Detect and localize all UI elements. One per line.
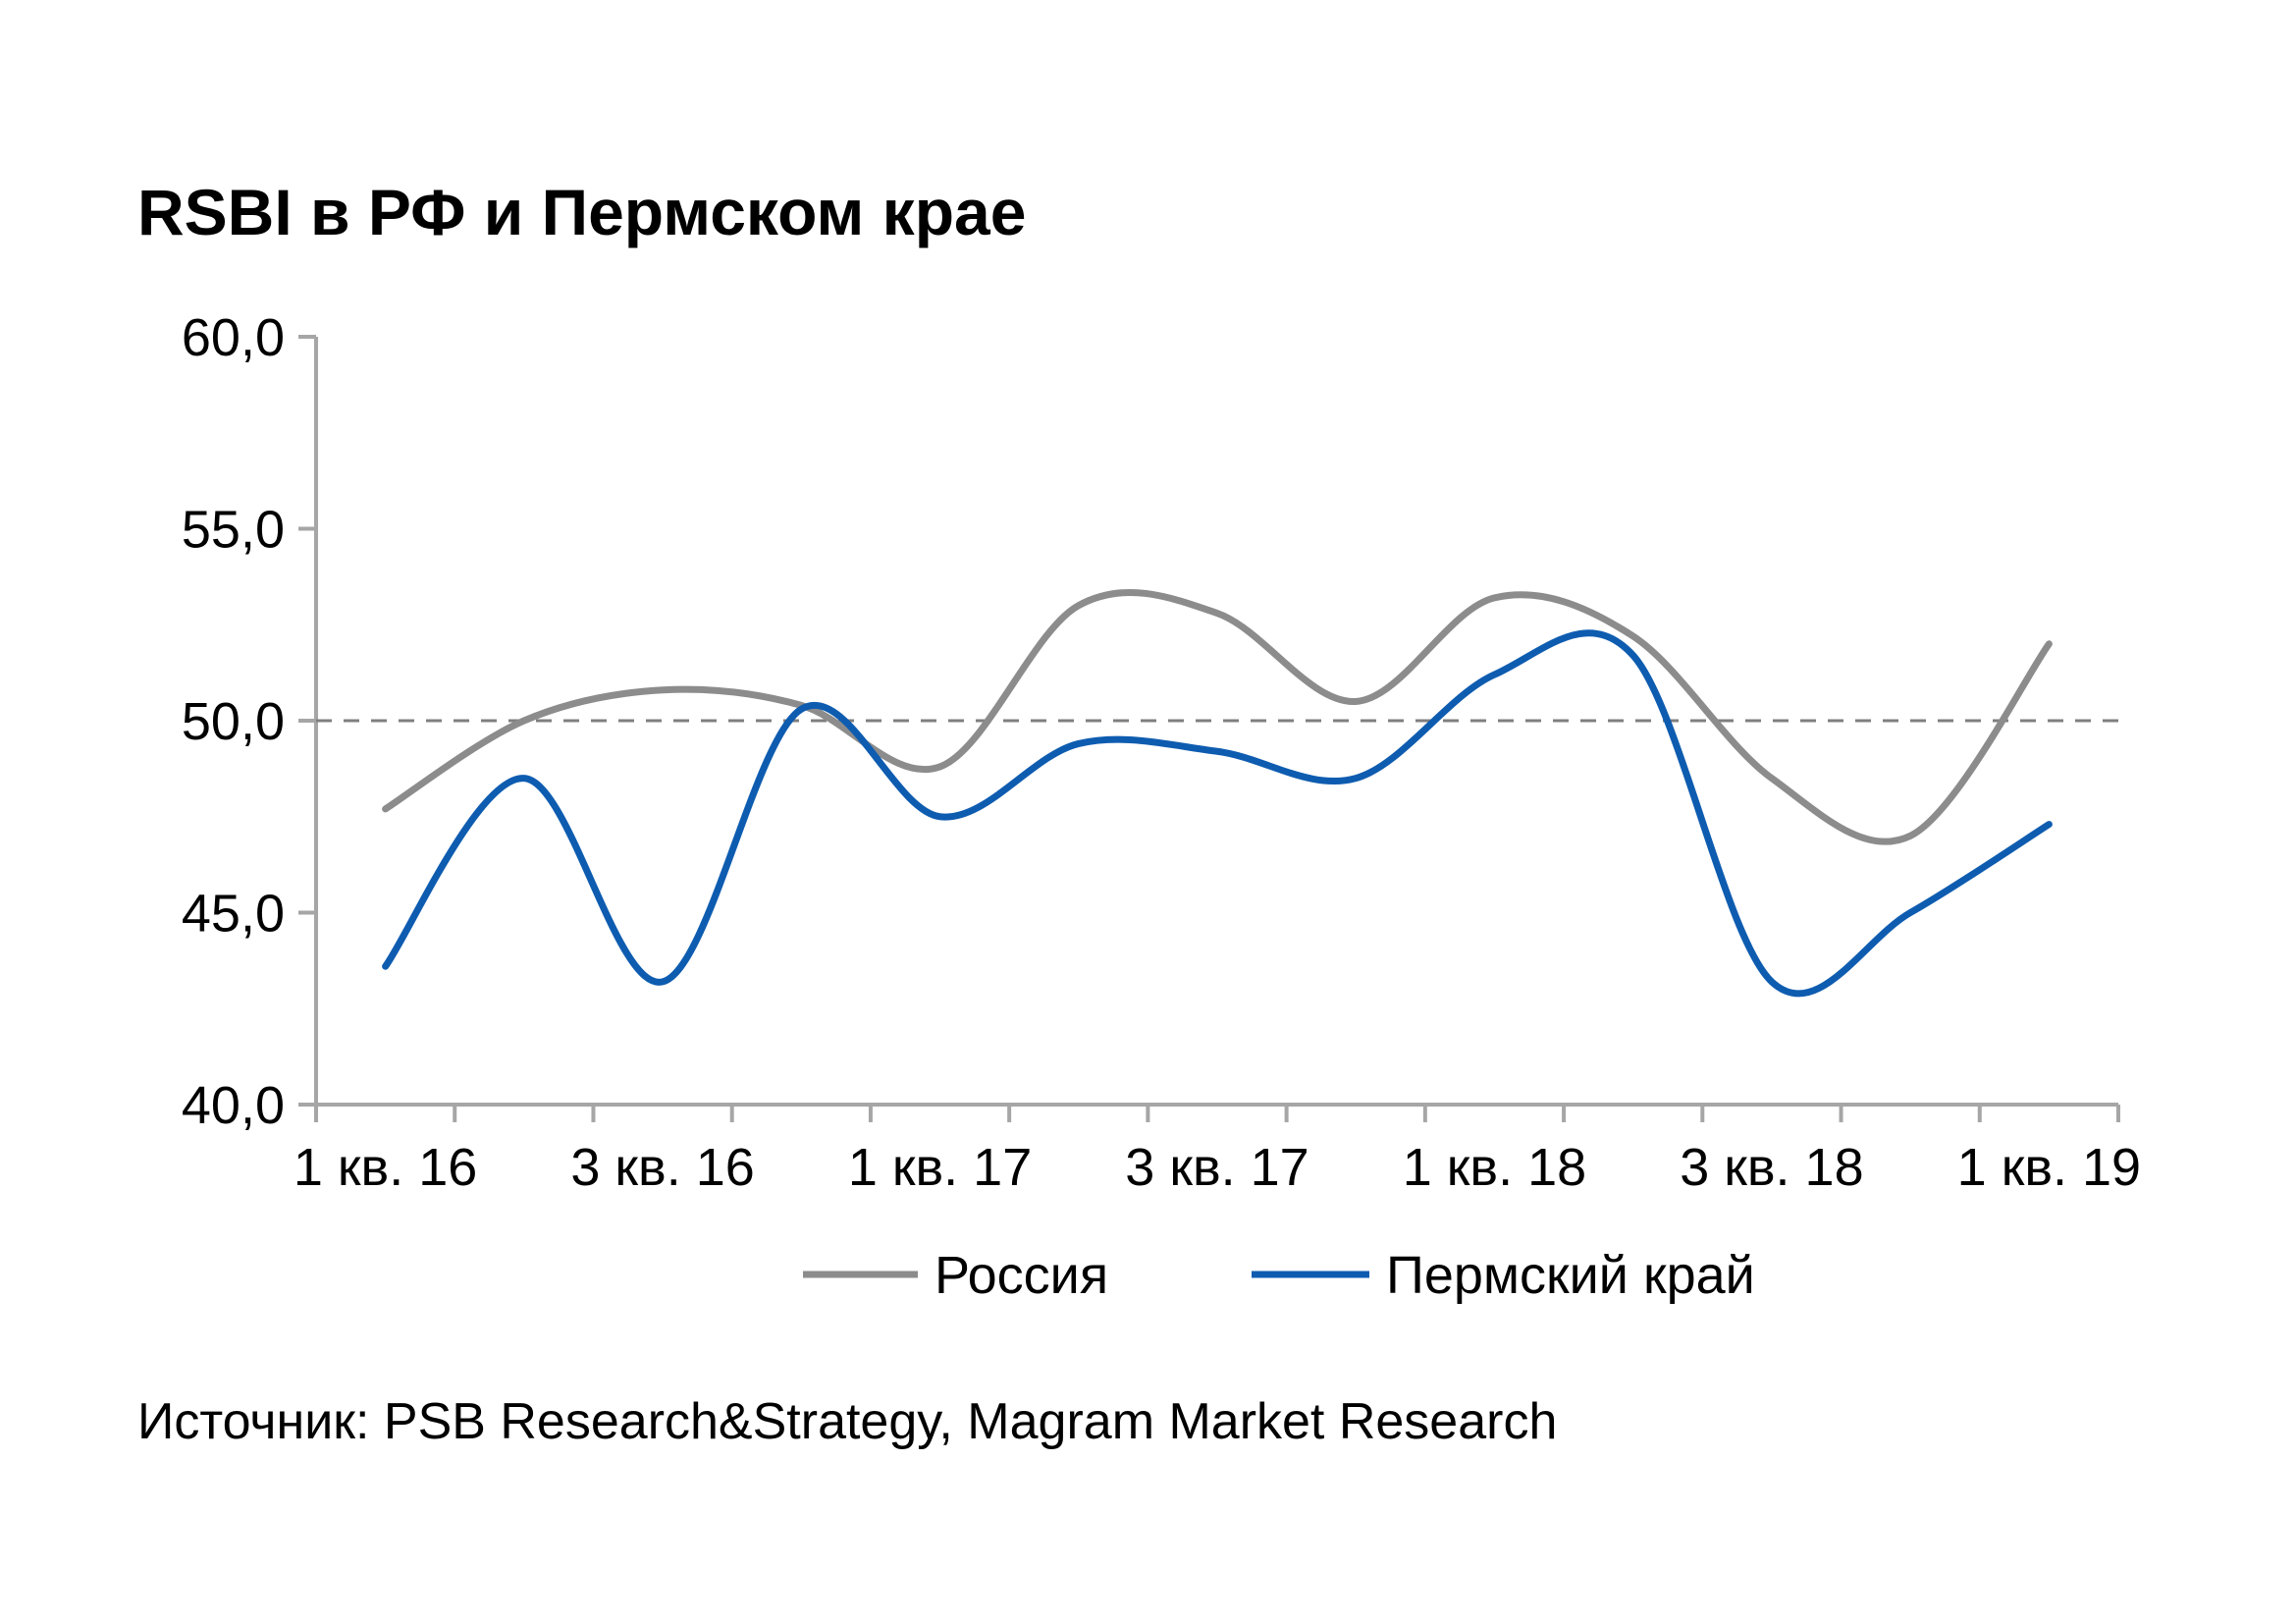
y-tick-label: 45,0 [182,885,285,944]
x-tick-label: 3 кв. 16 [570,1138,754,1197]
y-tick-label: 60,0 [182,308,285,367]
axes: 40,0 45,0 50,0 55,0 60,0 1 кв. 16 3 кв. 16 1 кв… [182,308,2141,1197]
x-tick-label: 1 кв. 16 [294,1138,477,1197]
source-note: Источник: PSB Research&Strategy, Magram … [137,1393,1558,1450]
y-tick-label: 50,0 [182,692,285,751]
x-tick-label: 1 кв. 18 [1403,1138,1586,1197]
legend-label: Пермский край [1386,1246,1755,1305]
chart-title: RSBI в РФ и Пермском крае [137,176,1027,248]
series-layer [382,588,2053,998]
series-line-perm [382,629,2053,998]
y-tick-label: 55,0 [182,501,285,560]
x-tick-label: 3 кв. 17 [1125,1138,1308,1197]
x-tick-label: 1 кв. 17 [848,1138,1032,1197]
legend: Россия Пермский край [803,1246,1755,1305]
x-tick-label: 1 кв. 19 [1957,1138,2141,1197]
series-line-russia [382,588,2053,845]
x-tick-label: 3 кв. 18 [1680,1138,1863,1197]
legend-label: Россия [934,1246,1108,1305]
y-tick-label: 40,0 [182,1076,285,1135]
